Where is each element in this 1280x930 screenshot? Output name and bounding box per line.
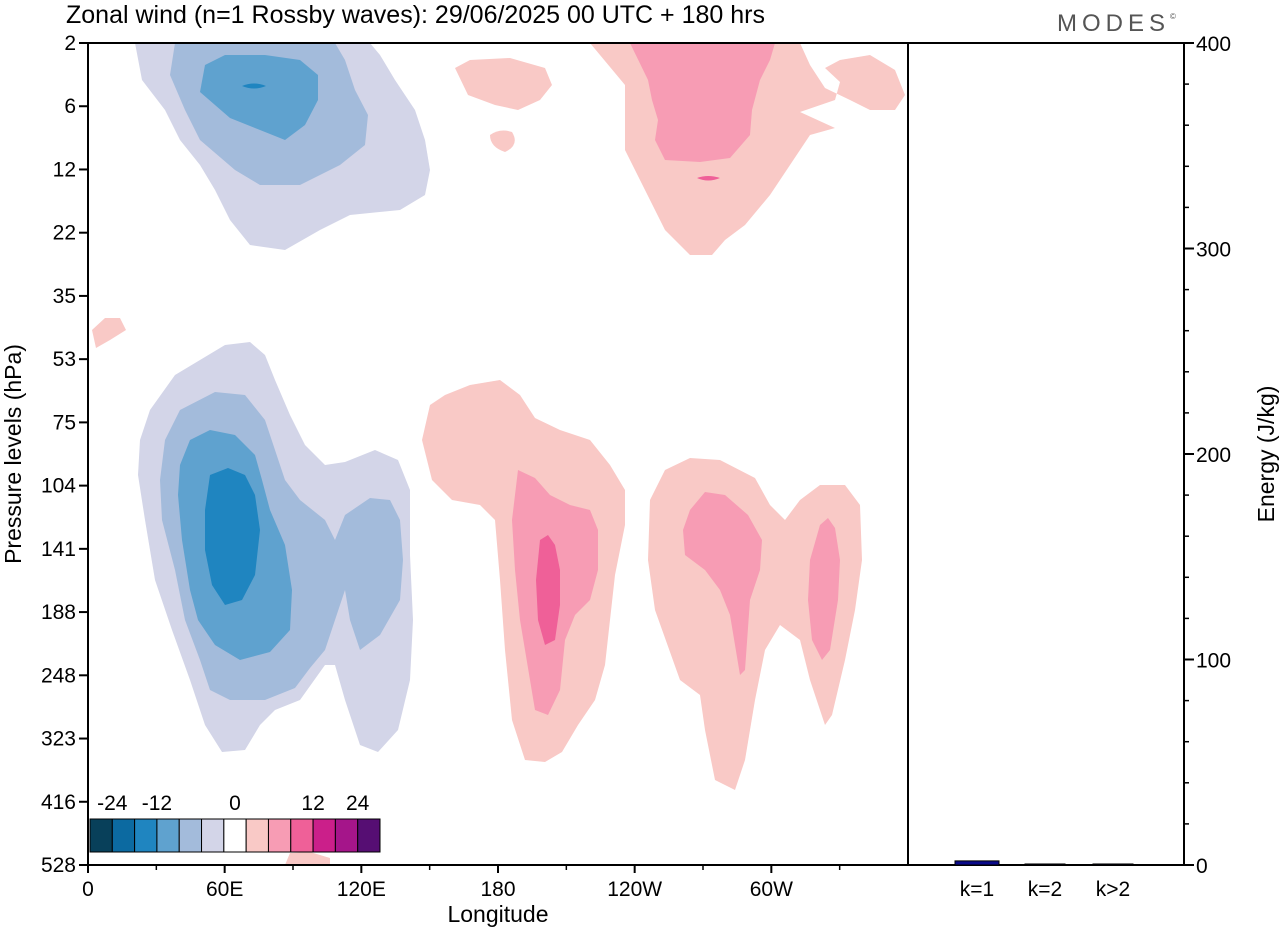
colorbar-label: -12 [142,792,172,815]
longitude-axis: 0 60E 120E 180 120W 60W [82,865,841,901]
contour-lower-pos2-3 [808,518,840,660]
energy-category-label: k=1 [960,878,994,901]
y-tick-label: 416 [41,791,76,814]
energy-category-labels: k=1 k=2 k>2 [960,878,1130,901]
colorbar-swatch [290,818,314,853]
colorbar-swatch [201,818,225,853]
colorbar-swatch [245,818,269,853]
x-axis-title: Longitude [447,901,548,927]
energy-axis-title: Energy (J/kg) [1253,386,1279,523]
colorbar-swatch [134,818,158,853]
y-tick-label: 12 [53,158,76,181]
energy-tick-label: 100 [1196,650,1231,673]
y-tick-label: 35 [53,285,76,308]
contour-upper-neg-3 [200,55,318,140]
contour-fill-layer [92,43,905,865]
colorbar-swatch [178,818,203,853]
y-tick-label: 248 [41,664,76,687]
colorbar-label: -24 [97,792,128,815]
colorbar-swatch [156,818,180,853]
energy-tick-label: 200 [1196,444,1231,467]
colorbar-label: 12 [301,792,324,815]
y-tick-label: 188 [41,601,76,624]
y-tick-label: 75 [53,411,76,434]
colorbar-swatch [89,818,113,853]
chart-title: Zonal wind (n=1 Rossby waves): 29/06/202… [66,1,765,29]
energy-axis: 0 100 200 300 400 [1184,33,1231,878]
contour-upper-pos-west [455,58,552,110]
energy-category-label: k=2 [1028,878,1062,901]
y-tick-label: 22 [53,222,76,245]
colorbar-swatch [223,818,247,853]
colorbar-label: 0 [229,792,241,815]
contour-left-edge-pos [92,318,126,348]
colorbar-swatch [357,818,381,853]
y-tick-label: 53 [53,348,76,371]
x-tick-label: 0 [82,878,94,901]
contour-upper-pos-3 [697,176,720,181]
x-tick-label: 60W [750,878,793,901]
y-tick-label: 528 [41,854,76,877]
pressure-axis: 2 6 12 22 35 53 75 104 141 188 248 323 416 528 [41,32,88,877]
energy-bars [954,860,1134,866]
energy-bar [954,860,1000,866]
colorbar-labels: -24 -12 0 12 24 [97,792,370,815]
y-tick-label: 6 [64,95,76,118]
y-axis-title: Pressure levels (hPa) [0,344,26,564]
x-tick-label: 120W [607,878,662,901]
x-tick-label: 120E [337,878,386,901]
colorbar-legend [89,818,381,853]
logo-text: MODES [1057,10,1171,37]
copyright-mark: © [1170,12,1176,21]
colorbar-swatch [111,818,136,853]
x-tick-label: 60E [206,878,243,901]
y-tick-label: 141 [41,538,76,561]
energy-bar [1092,863,1134,866]
contour-upper-neg-4 [242,83,266,89]
colorbar-swatch [312,818,336,853]
energy-tick-label: 300 [1196,239,1231,262]
energy-tick-label: 400 [1196,33,1231,56]
contour-lower-neg-4 [205,468,260,605]
contour-bottom-edge-pos [285,852,330,865]
x-tick-label: 180 [480,878,515,901]
colorbar-swatch [267,818,292,853]
energy-category-label: k>2 [1096,878,1130,901]
energy-tick-label: 0 [1196,855,1208,878]
energy-bar [1024,863,1066,866]
contour-upper-pos-2 [630,43,775,162]
y-tick-label: 323 [41,728,76,751]
contour-upper-pos-west-small [490,130,515,152]
contour-lower-pos2-2 [683,492,762,675]
contour-lower-pos1-3 [536,535,560,645]
y-tick-label: 2 [64,32,76,55]
y-tick-label: 104 [41,475,76,498]
colorbar-label: 24 [346,792,370,815]
colorbar-swatch [334,818,359,853]
modes-logo: MODES© [1057,10,1176,38]
